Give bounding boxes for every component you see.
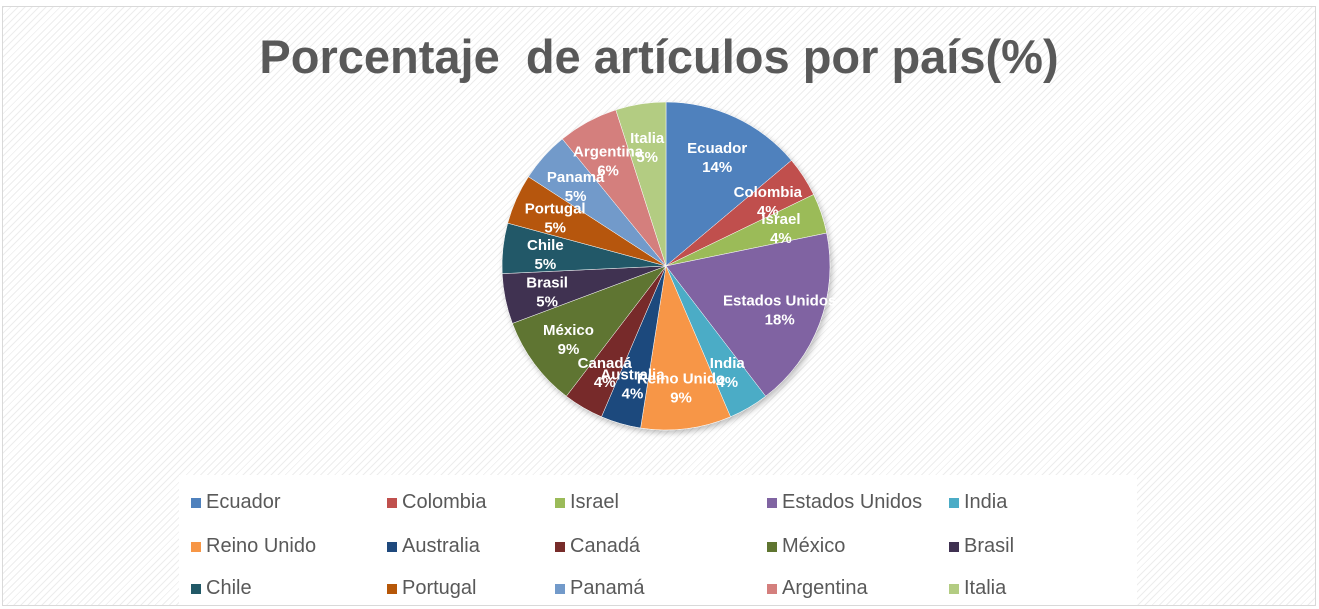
legend-label: Estados Unidos bbox=[782, 491, 923, 513]
legend-item-india: India bbox=[949, 491, 1007, 514]
legend-item-canada: Canadá bbox=[555, 535, 640, 558]
data-label-chile: Chile 5% bbox=[527, 237, 564, 273]
data-label-italia: Italia 5% bbox=[630, 130, 665, 166]
legend-swatch bbox=[767, 497, 777, 508]
legend-label: Reino Unido bbox=[206, 535, 317, 557]
legend-label: Argentina bbox=[782, 577, 868, 599]
data-label-reino-unido: Reino Unido 9% bbox=[637, 370, 725, 406]
data-label-ecuador: Ecuador 14% bbox=[687, 140, 747, 176]
legend-item-italia: Italia bbox=[949, 577, 1006, 600]
legend-swatch bbox=[191, 541, 201, 552]
data-label-australia: Australia 4% bbox=[600, 367, 665, 403]
legend-item-reino-unido: Reino Unido bbox=[191, 535, 316, 558]
legend-item-colombia: Colombia bbox=[387, 491, 486, 514]
chart-title: Porcentaje de artículos por país(%) bbox=[259, 30, 1059, 83]
legend-swatch bbox=[555, 541, 565, 552]
data-label-portugal: Portugal 5% bbox=[525, 201, 586, 237]
data-label-india: India 4% bbox=[710, 355, 746, 391]
legend-swatch bbox=[387, 541, 397, 552]
pie-chart: Ecuador 14% Colombia 4%Israel 4% Estados Unid… bbox=[501, 101, 836, 431]
legend-swatch bbox=[767, 583, 777, 594]
legend-label: Israel bbox=[570, 491, 619, 513]
pie-slice-italia bbox=[615, 101, 667, 267]
pie-slice-estados-unidos bbox=[665, 232, 831, 397]
legend-swatch bbox=[949, 541, 959, 552]
legend-item-australia: Australia bbox=[387, 535, 480, 558]
legend-swatch bbox=[191, 497, 201, 508]
legend-swatch bbox=[949, 583, 959, 594]
legend-swatch bbox=[387, 583, 397, 594]
data-label-mexico: México 9% bbox=[543, 322, 594, 358]
legend-swatch bbox=[387, 497, 397, 508]
legend-item-brasil: Brasil bbox=[949, 535, 1014, 558]
pie-slice-reino-unido bbox=[640, 265, 731, 431]
data-label-brasil: Brasil 5% bbox=[526, 274, 568, 310]
legend-label: Ecuador bbox=[206, 491, 281, 513]
data-label-estados-unidos: Estados Unidos 18% bbox=[723, 292, 836, 328]
legend-label: Chile bbox=[206, 577, 252, 599]
data-label-panama: Panamá 5% bbox=[547, 169, 605, 205]
legend-item-chile: Chile bbox=[191, 577, 252, 600]
chart-area: Porcentaje de artículos por país(%) Ecua… bbox=[2, 6, 1316, 606]
legend-item-panama: Panamá bbox=[555, 577, 645, 600]
data-label-colombia: Colombia 4% bbox=[734, 184, 803, 220]
legend-label: México bbox=[782, 535, 846, 557]
legend-item-estados-unidos: Estados Unidos bbox=[767, 491, 922, 514]
legend-label: Colombia bbox=[402, 491, 487, 513]
legend-label: Australia bbox=[402, 535, 480, 557]
legend-swatch bbox=[949, 497, 959, 508]
legend-label: Panamá bbox=[570, 577, 645, 599]
data-label-canada: Canadá 4% bbox=[578, 355, 633, 391]
legend-swatch bbox=[555, 583, 565, 594]
legend-label: Canadá bbox=[570, 535, 641, 557]
legend-label: India bbox=[964, 491, 1008, 513]
legend-swatch bbox=[555, 497, 565, 508]
data-label-argentina: Argentina 6% bbox=[573, 143, 644, 179]
legend-label: Brasil bbox=[964, 535, 1015, 557]
legend-item-israel: Israel bbox=[555, 491, 619, 514]
legend-swatch bbox=[767, 541, 777, 552]
legend-label: Portugal bbox=[402, 577, 477, 599]
legend-item-portugal: Portugal bbox=[387, 577, 477, 600]
legend-item-mexico: México bbox=[767, 535, 845, 558]
legend-label: Italia bbox=[964, 577, 1007, 599]
legend-item-ecuador: Ecuador bbox=[191, 491, 281, 514]
legend-swatch bbox=[191, 583, 201, 594]
pie-slice-mexico bbox=[512, 265, 667, 397]
chart-legend: Ecuador Colombia Israel Estados Unidos India… bbox=[179, 475, 1137, 605]
pie-slice-ecuador bbox=[665, 101, 792, 267]
legend-item-argentina: Argentina bbox=[767, 577, 868, 600]
data-label-israel: Israel 4% bbox=[761, 211, 800, 247]
